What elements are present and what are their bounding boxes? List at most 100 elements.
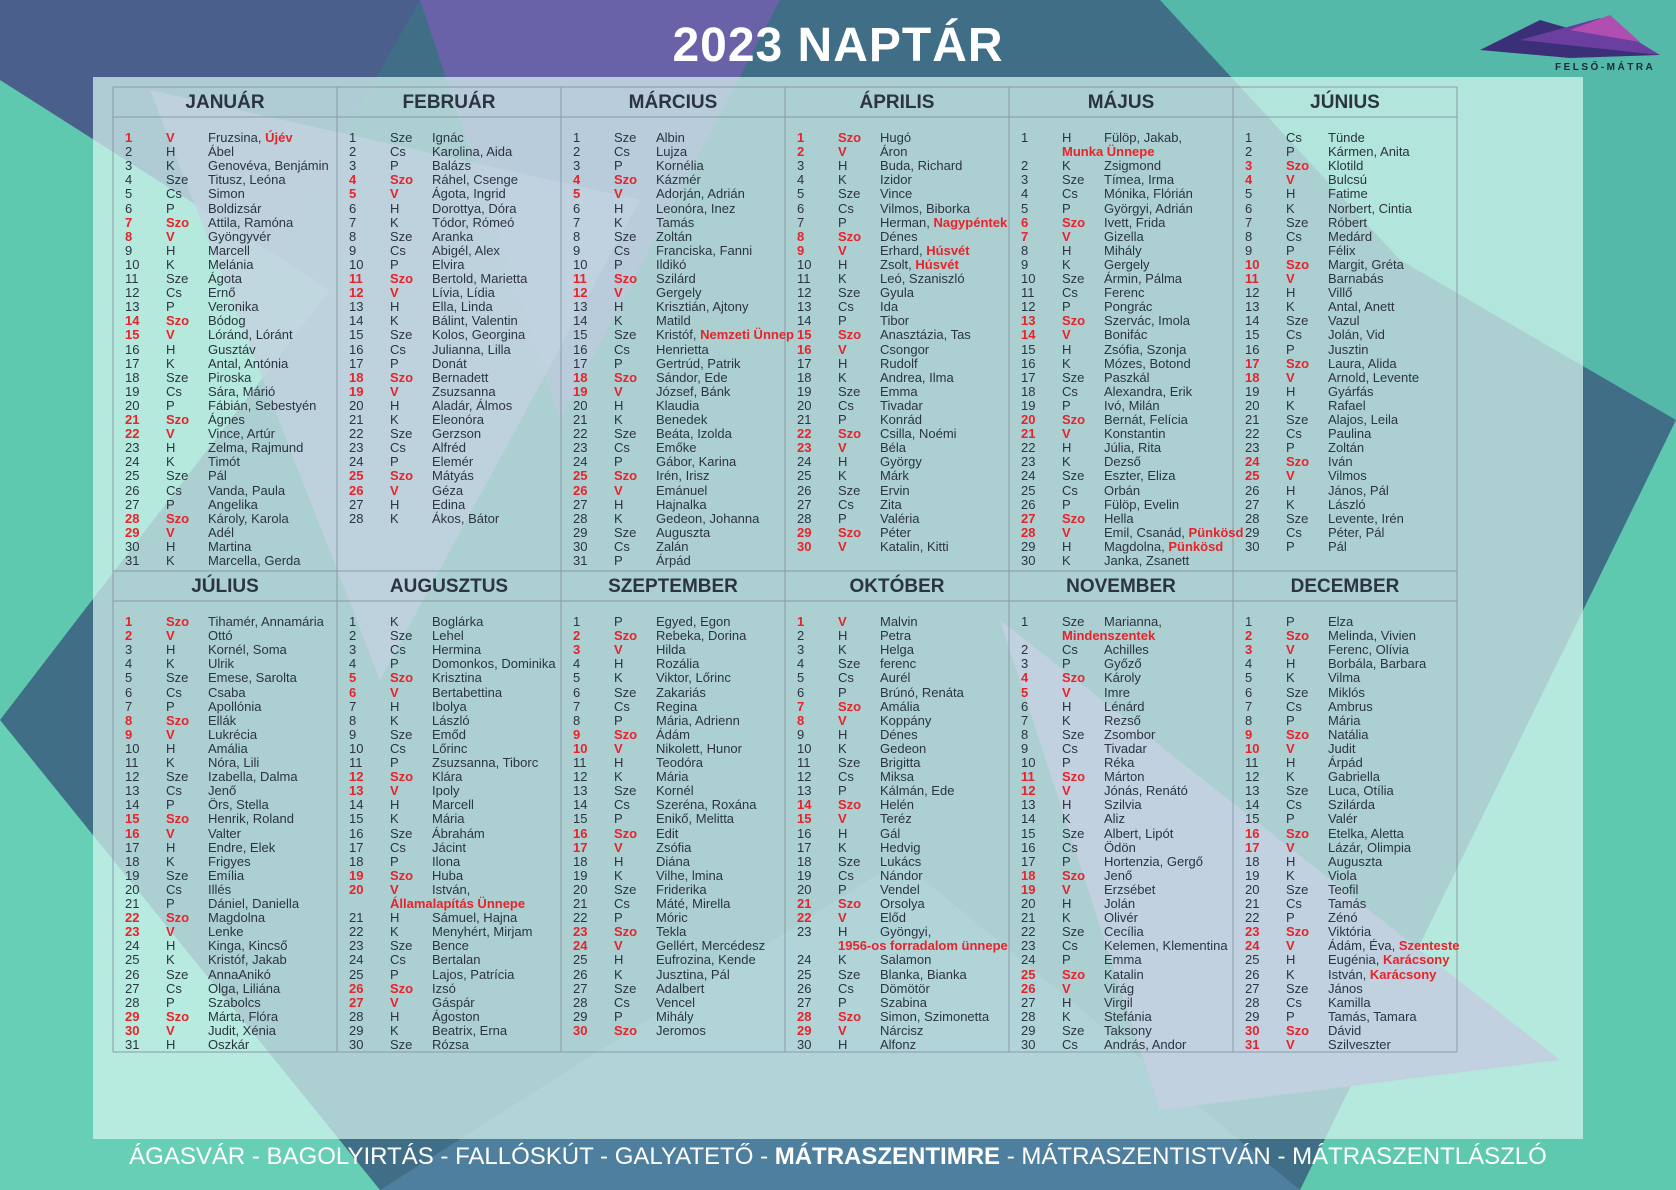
names: Konrád: [880, 412, 922, 427]
day-number: 8: [797, 228, 805, 244]
names: Pál: [1328, 538, 1347, 554]
names: István,: [432, 881, 471, 897]
weekday: Cs: [390, 839, 406, 855]
names: János: [1328, 980, 1363, 996]
name-day: Gergely: [656, 285, 702, 300]
day-number: 23: [349, 938, 364, 954]
names: Dénes: [880, 228, 918, 244]
name-day: Mária: [656, 769, 689, 784]
names: Diána: [656, 853, 690, 869]
weekday: Szo: [1286, 256, 1310, 272]
names: Koppány: [880, 712, 932, 728]
day-number: 21: [1021, 910, 1036, 926]
name-day: Tamás, Tamara: [1328, 1009, 1417, 1024]
names: Lőrinc: [432, 740, 468, 756]
names: Csaba: [208, 684, 246, 700]
day-number: 4: [1245, 172, 1253, 188]
weekday: Szo: [166, 614, 190, 629]
day-number: 17: [125, 839, 140, 855]
weekday: V: [1286, 271, 1295, 286]
day-number: 24: [1245, 938, 1260, 954]
day-number: 13: [1021, 797, 1036, 813]
weekday: P: [166, 994, 175, 1010]
names: Eszter, Eliza: [1104, 468, 1176, 484]
names: Vince, Artúr: [208, 426, 275, 442]
day-number: 16: [125, 825, 140, 841]
day-number: 7: [349, 698, 357, 714]
day-number: 8: [1245, 712, 1253, 728]
weekday: P: [1286, 440, 1295, 456]
month-name: ÁPRILIS: [859, 92, 935, 113]
names: Hilda: [656, 642, 686, 658]
weekday: H: [166, 642, 176, 658]
day-number: 28: [797, 510, 812, 526]
names: Rezső: [1104, 712, 1141, 728]
names: Vilmos: [1328, 468, 1367, 484]
weekday: Cs: [166, 783, 182, 799]
names: Ágota, Ingrid: [432, 186, 506, 202]
name-day: Miksa: [880, 769, 914, 784]
day-number: 12: [125, 285, 140, 301]
day-number: 28: [1245, 510, 1260, 526]
weekday: K: [1062, 355, 1071, 371]
weekday: Sze: [614, 426, 637, 442]
names: Mária: [1328, 712, 1361, 728]
day-number: 26: [1245, 966, 1260, 982]
name-day: Ellák: [208, 713, 236, 728]
weekday: Szo: [1062, 510, 1086, 526]
day-number: 21: [125, 896, 140, 911]
month-name: JÚLIUS: [191, 576, 259, 597]
names: Elvira: [432, 256, 465, 272]
names: Móric: [656, 910, 688, 926]
weekday: Szo: [1286, 924, 1310, 940]
weekday: H: [838, 924, 848, 940]
name-day: Edit: [656, 826, 678, 841]
name-day: Apollónia: [208, 699, 262, 714]
day-number: 1: [1245, 614, 1253, 629]
weekday: Szo: [390, 271, 414, 286]
weekday: Cs: [838, 670, 854, 686]
weekday: H: [1286, 656, 1296, 672]
day-number: 23: [573, 440, 588, 456]
day-number: 22: [797, 426, 812, 442]
day-number: 15: [125, 327, 140, 343]
day-number: 10: [1245, 740, 1260, 756]
day-number: 4: [349, 656, 357, 672]
weekday: V: [166, 628, 175, 644]
names: Izsó: [432, 980, 456, 996]
weekday: P: [614, 910, 623, 926]
day-number: 15: [797, 811, 812, 827]
day-number: 8: [125, 228, 133, 244]
day-number: 24: [349, 454, 364, 470]
day-number: 13: [125, 783, 140, 799]
day-number: 11: [1021, 285, 1035, 301]
day-number: 12: [1021, 299, 1036, 315]
day-number: 20: [797, 397, 812, 413]
name-day: Bonifác: [1104, 327, 1147, 342]
name-day: Ármin, Pálma: [1104, 271, 1182, 286]
day-number: 9: [573, 242, 581, 258]
day-number: 13: [797, 783, 812, 799]
day-number: 5: [1245, 670, 1253, 686]
weekday: Sze: [1062, 369, 1085, 385]
names: Izidor: [880, 172, 912, 188]
names: Márton: [1104, 769, 1145, 785]
name-day: Zoltán: [1328, 440, 1364, 455]
name-day: Ilona: [432, 854, 460, 869]
weekday: K: [1286, 397, 1295, 413]
name-day: Dávid: [1328, 1023, 1361, 1038]
name-day: Ágoston: [432, 1009, 480, 1024]
weekday: Sze: [1062, 172, 1085, 188]
weekday: H: [1062, 341, 1072, 357]
place: BAGOLYIRTÁS: [266, 1143, 434, 1170]
day-number: 11: [125, 755, 139, 770]
names: Elemér: [432, 454, 474, 470]
weekday: V: [614, 186, 623, 202]
names: Gál: [880, 825, 901, 841]
name-day: Konstantin: [1104, 426, 1165, 441]
name-day: Máté, Mirella: [656, 896, 730, 911]
weekday: P: [166, 397, 175, 413]
day-number: 23: [573, 924, 588, 940]
day-number: 22: [797, 910, 812, 926]
name-day: Lívia, Lídia: [432, 285, 495, 300]
